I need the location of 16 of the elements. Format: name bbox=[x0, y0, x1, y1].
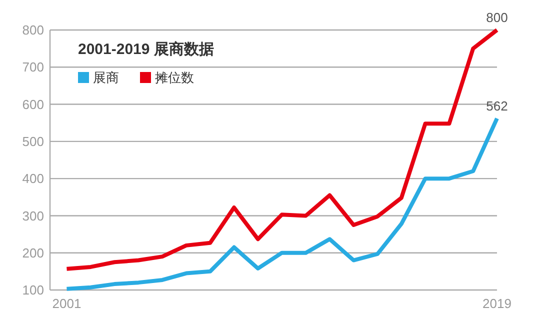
y-tick-label: 200 bbox=[22, 245, 44, 260]
annotation: 562 bbox=[486, 98, 508, 114]
annotation: 800 bbox=[486, 10, 508, 25]
line-series bbox=[64, 116, 499, 291]
x-tick-label: 2019 bbox=[482, 296, 512, 311]
y-tick-label: 500 bbox=[22, 134, 44, 149]
y-tick-label: 600 bbox=[22, 96, 44, 112]
y-tick-label: 300 bbox=[22, 208, 44, 224]
legend-label: 展商 bbox=[93, 70, 119, 85]
y-tick-label: 800 bbox=[22, 22, 44, 38]
text: 2001-2019 展商数据 bbox=[78, 40, 214, 58]
y-tick-label: 100 bbox=[22, 282, 44, 298]
x-tick-label: 2001 bbox=[52, 296, 82, 311]
y-tick-label: 700 bbox=[22, 60, 44, 75]
legend-label: 摊位数 bbox=[155, 70, 194, 85]
y-tick-label: 400 bbox=[22, 171, 44, 186]
